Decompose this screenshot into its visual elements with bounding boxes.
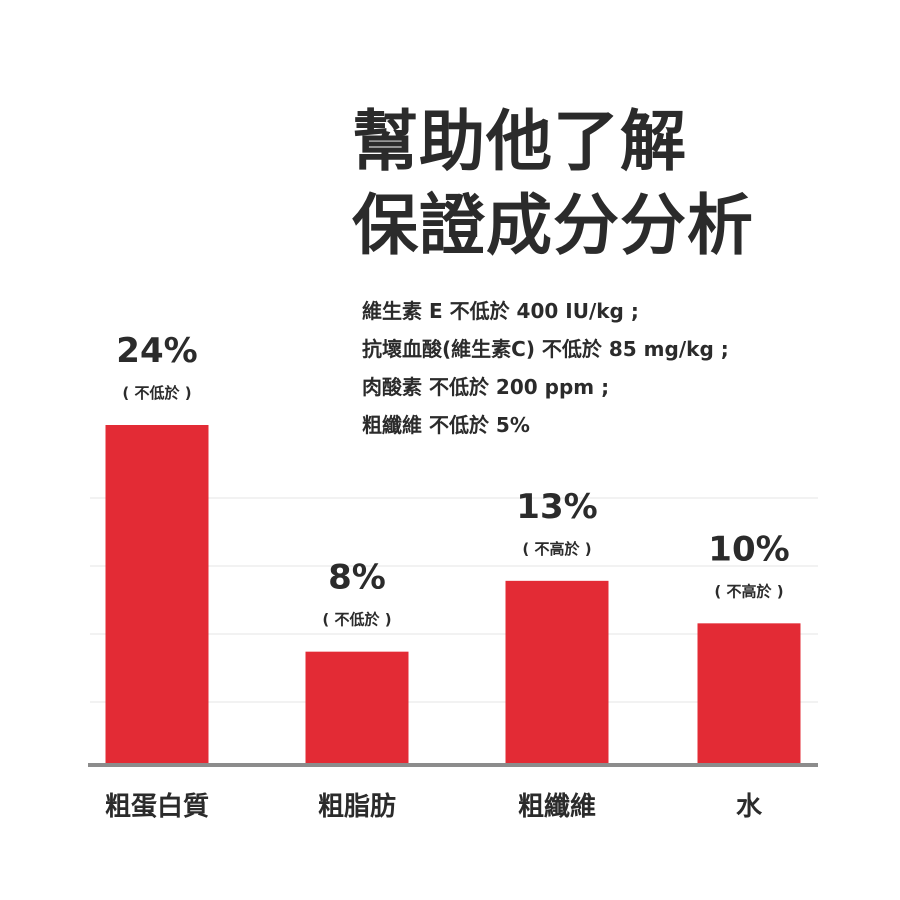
- category-label: 粗脂肪: [318, 792, 396, 822]
- qualifier-label: ( 不高於 ): [522, 540, 591, 558]
- value-label: 24%: [116, 331, 197, 371]
- gridlines: [90, 497, 818, 703]
- qualifier-label: ( 不低於 ): [122, 384, 191, 402]
- chart-title: 幫助他了解 保證成分分析: [352, 100, 754, 268]
- title-line-2: 保證成分分析: [352, 187, 754, 264]
- bar-4: [697, 623, 801, 765]
- guarantee-notes: 維生素 E 不低於 400 IU/kg ; 抗壞血酸(維生素C) 不低於 85 …: [362, 292, 729, 444]
- note-carnitine: 肉酸素 不低於 200 ppm ;: [362, 375, 610, 399]
- value-label: 8%: [328, 558, 386, 598]
- bars: [105, 425, 801, 765]
- bar-2: [305, 651, 409, 765]
- note-vitamin-e: 維生素 E 不低於 400 IU/kg ;: [362, 299, 639, 323]
- category-label: 水: [736, 792, 763, 822]
- note-ascorbic-acid: 抗壞血酸(維生素C) 不低於 85 mg/kg ;: [362, 337, 729, 361]
- labels: 24% ( 不低於 ) 粗蛋白質 8% ( 不低於 ) 粗脂肪 13% ( 不高於 ) 粗纖維 1…: [105, 331, 790, 822]
- qualifier-label: ( 不低於 ): [322, 611, 391, 629]
- category-label: 粗纖維: [518, 791, 596, 822]
- title-line-1: 幫助他了解: [352, 103, 687, 180]
- bar-3: [505, 580, 609, 765]
- value-label: 13%: [516, 487, 597, 527]
- value-label: 10%: [708, 529, 789, 569]
- note-crude-fiber: 粗纖維 不低於 5%: [362, 413, 530, 437]
- bar-1: [105, 425, 209, 765]
- qualifier-label: ( 不高於 ): [714, 582, 783, 600]
- category-label: 粗蛋白質: [105, 791, 209, 822]
